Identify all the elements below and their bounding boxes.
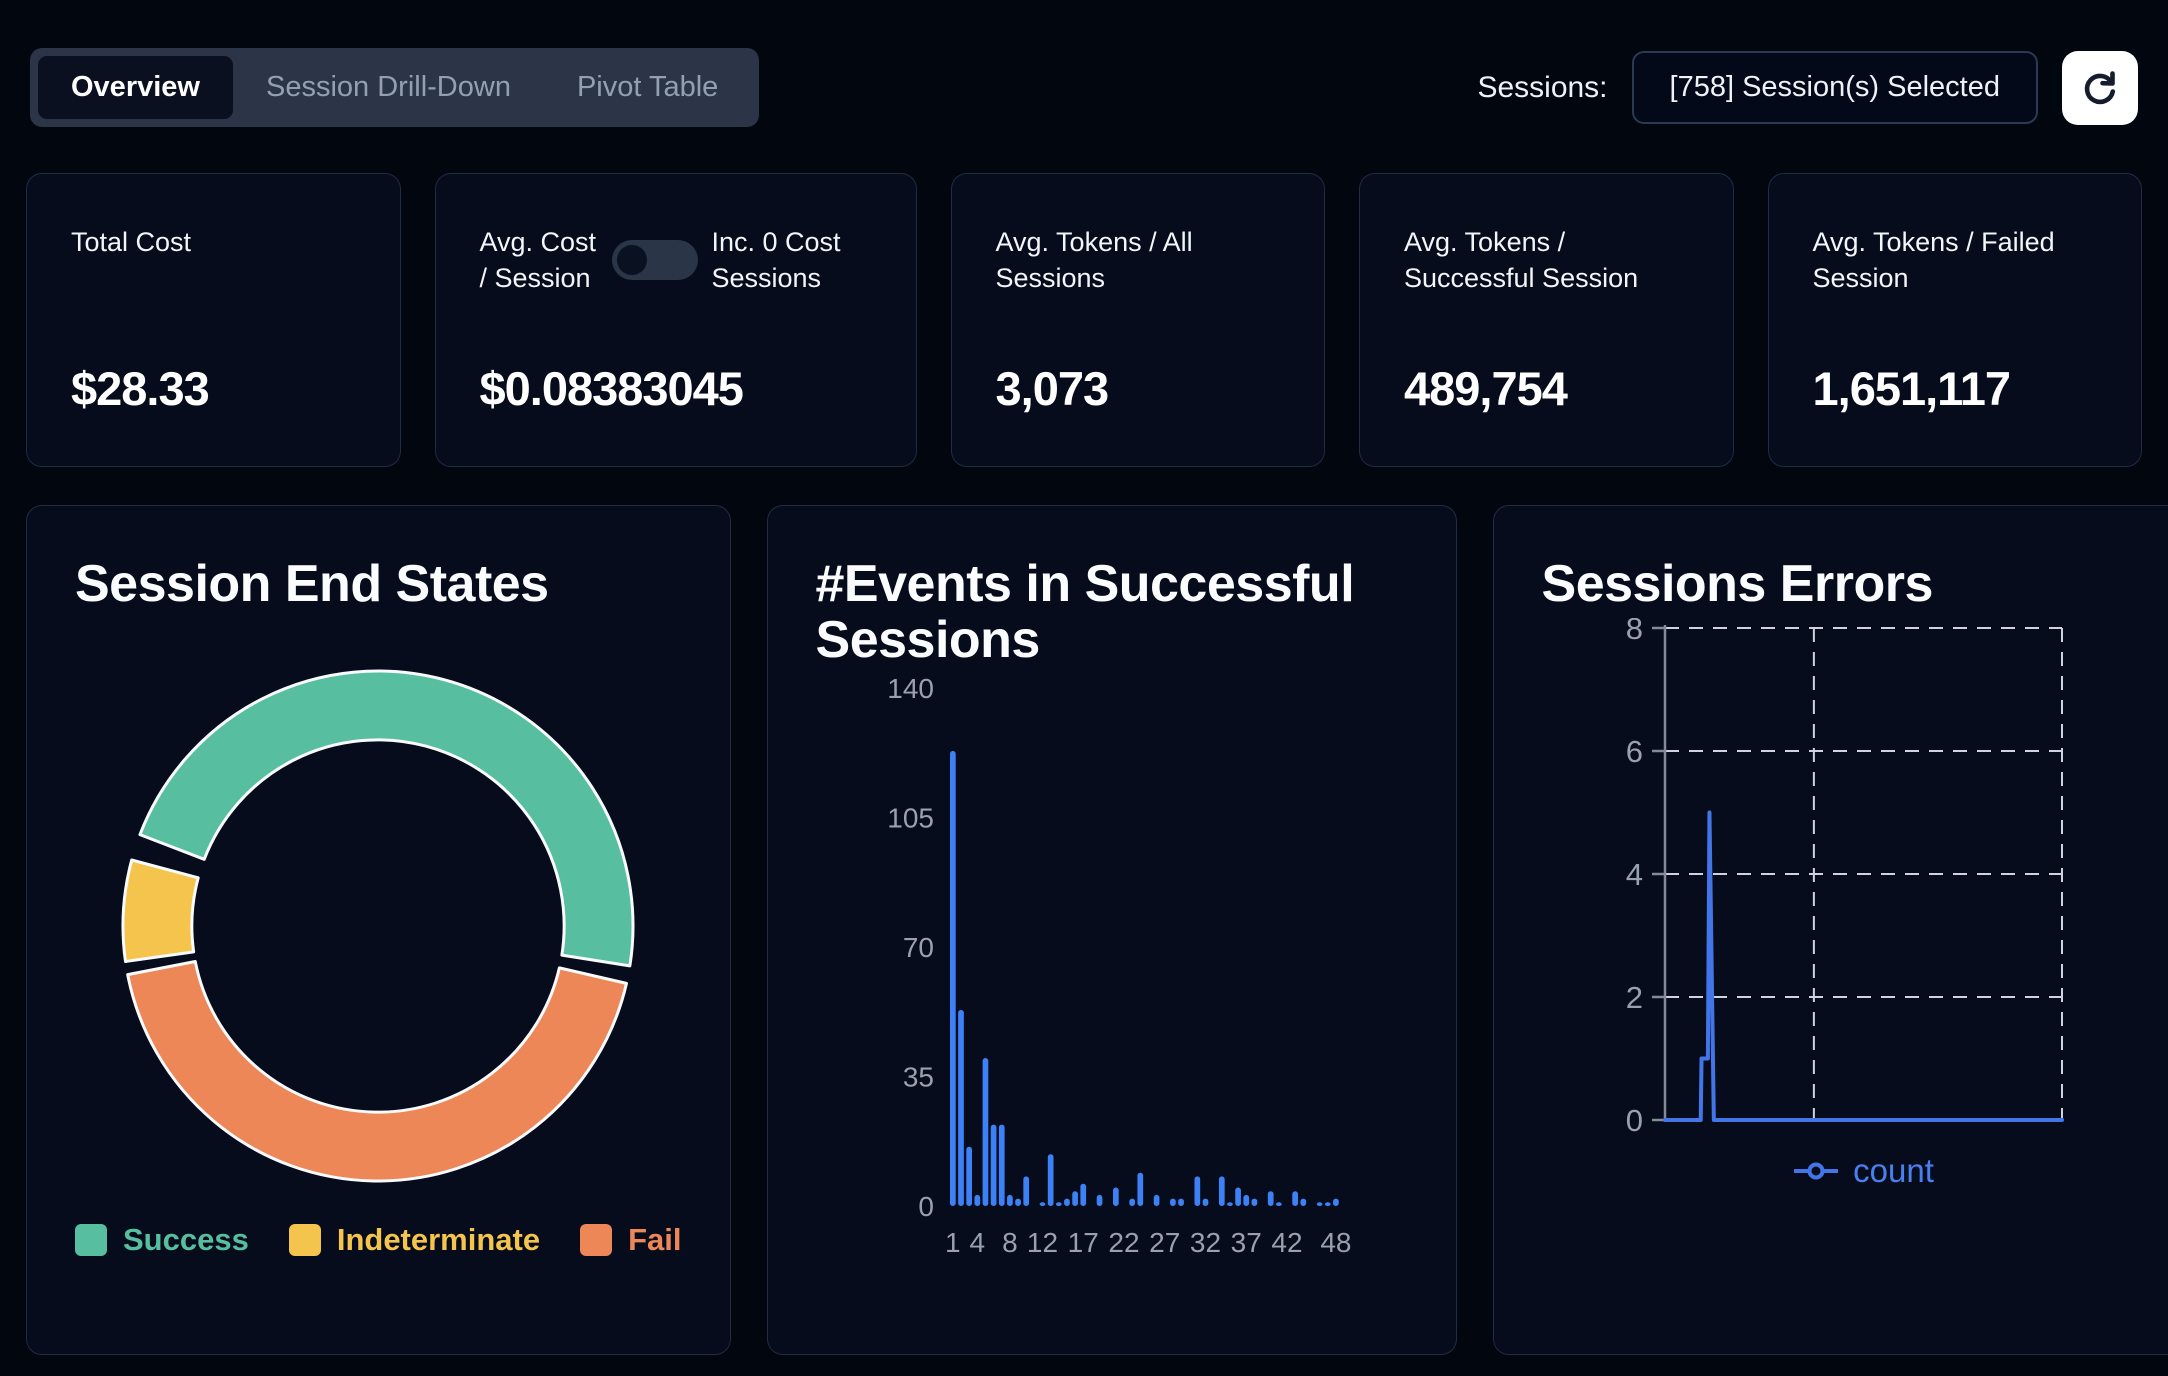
metric-value: 1,651,117: [1812, 362, 2011, 415]
donut-chart: [121, 669, 635, 1183]
legend-label: count: [1853, 1152, 1934, 1190]
zero-cost-toggle[interactable]: [611, 240, 698, 281]
metric-card-avg-tokens-failed: Avg. Tokens / Failed Session 1,651,117: [1767, 173, 2142, 467]
chart-title: #Events in Successful Sessions: [815, 555, 1355, 670]
metric-label: Total Cost: [71, 227, 192, 257]
indeterminate-swatch: [288, 1224, 321, 1257]
chart-title: Session End States: [75, 555, 549, 613]
svg-text:42: 42: [1271, 1227, 1302, 1258]
metric-label: Avg. Cost / Session: [479, 227, 597, 294]
svg-text:4: 4: [969, 1227, 985, 1258]
legend-item-fail: Fail: [580, 1222, 682, 1258]
svg-text:105: 105: [887, 803, 934, 834]
svg-text:32: 32: [1189, 1227, 1220, 1258]
tab-pivot-table[interactable]: Pivot Table: [576, 71, 719, 103]
metric-label: Avg. Tokens / Failed Session: [1812, 227, 2055, 294]
svg-text:4: 4: [1625, 857, 1642, 892]
legend-item-indeterminate: Indeterminate: [288, 1222, 541, 1258]
legend-label: Indeterminate: [336, 1222, 541, 1258]
metric-card-avg-tokens-success: Avg. Tokens / Successful Session 489,754: [1359, 173, 1734, 467]
metric-card-avg-tokens-all: Avg. Tokens / All Sessions 3,073: [950, 173, 1325, 467]
pie-legend: Success Indeterminate Fail: [75, 1222, 682, 1258]
svg-text:140: 140: [887, 673, 934, 704]
success-swatch: [75, 1224, 107, 1257]
metric-value: 3,073: [995, 362, 1110, 415]
sessions-label: Sessions:: [1477, 70, 1608, 104]
legend-label: Success: [123, 1222, 249, 1258]
events-histogram-card: #Events in Successful Sessions 0 35 70 105 1…: [766, 505, 1457, 1355]
line-legend: count: [1662, 1152, 2066, 1190]
metric-card-avg-cost: Avg. Cost / Session Inc. 0 Cost Sessions…: [434, 173, 917, 467]
session-end-states-card: Session End States Success Indeterminate…: [26, 505, 731, 1355]
svg-text:12: 12: [1026, 1227, 1057, 1258]
svg-text:6: 6: [1625, 734, 1642, 769]
svg-text:2: 2: [1625, 980, 1642, 1015]
avg-cost-header: Avg. Cost / Session Inc. 0 Cost Sessions: [480, 224, 872, 297]
svg-text:1: 1: [945, 1227, 961, 1258]
sessions-errors-card: Sessions Errors 0 2 4 6 8 count: [1492, 505, 2168, 1355]
line-chart: 0 2 4 6 8: [1625, 618, 2064, 1138]
svg-text:35: 35: [902, 1062, 933, 1093]
metric-card-total-cost: Total Cost $28.33: [26, 173, 401, 467]
sessions-select[interactable]: [758] Session(s) Selected: [1631, 51, 2038, 124]
tab-overview[interactable]: Overview: [38, 56, 233, 119]
legend-label: Fail: [628, 1222, 682, 1258]
tab-session-drill-down[interactable]: Session Drill-Down: [265, 71, 511, 103]
tab-bar: Overview Session Drill-Down Pivot Table: [30, 48, 760, 127]
svg-text:8: 8: [1002, 1227, 1018, 1258]
metric-value: $0.08383045: [479, 362, 744, 415]
toggle-label: Inc. 0 Cost Sessions: [711, 227, 841, 294]
svg-text:27: 27: [1149, 1227, 1180, 1258]
svg-text:0: 0: [1625, 1103, 1642, 1138]
metrics-row: Total Cost $28.33 Avg. Cost / Session In…: [26, 173, 2142, 467]
charts-row: Session End States Success Indeterminate…: [26, 505, 2168, 1355]
count-series-marker: [1793, 1162, 1839, 1180]
toggle-knob: [616, 245, 647, 276]
chart-title: Sessions Errors: [1541, 555, 1934, 613]
svg-text:22: 22: [1108, 1227, 1139, 1258]
svg-text:0: 0: [918, 1191, 934, 1222]
svg-text:37: 37: [1230, 1227, 1261, 1258]
svg-text:70: 70: [902, 932, 933, 963]
fail-swatch: [580, 1224, 613, 1257]
metric-value: 489,754: [1404, 362, 1568, 415]
svg-text:17: 17: [1067, 1227, 1098, 1258]
legend-item-success: Success: [75, 1222, 249, 1258]
svg-text:48: 48: [1320, 1227, 1351, 1258]
refresh-button[interactable]: [2062, 50, 2138, 125]
metric-label: Avg. Tokens / All Sessions: [995, 227, 1193, 294]
svg-text:8: 8: [1625, 618, 1642, 646]
header: Overview Session Drill-Down Pivot Table …: [30, 48, 2138, 127]
metric-value: $28.33: [71, 362, 210, 415]
refresh-icon: [2081, 69, 2119, 107]
sessions-picker: Sessions: [758] Session(s) Selected: [1477, 50, 2138, 125]
metric-label: Avg. Tokens / Successful Session: [1404, 227, 1639, 294]
